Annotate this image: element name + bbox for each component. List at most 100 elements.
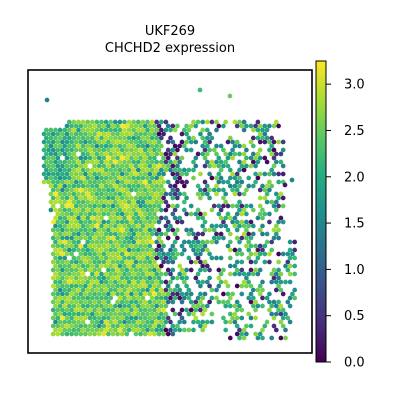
spot bbox=[53, 215, 58, 221]
spot bbox=[140, 247, 146, 253]
spot bbox=[55, 235, 61, 241]
spot bbox=[156, 235, 162, 241]
spot bbox=[142, 243, 148, 249]
spot bbox=[131, 231, 137, 237]
spot bbox=[193, 307, 199, 313]
spot bbox=[76, 127, 81, 133]
spot bbox=[131, 167, 137, 173]
spot bbox=[71, 199, 77, 205]
spot bbox=[133, 187, 139, 193]
spot bbox=[122, 319, 127, 325]
spot bbox=[64, 299, 70, 305]
spot bbox=[85, 303, 91, 309]
spot bbox=[110, 139, 116, 145]
spot bbox=[133, 171, 139, 177]
spot bbox=[152, 139, 157, 145]
spot bbox=[94, 263, 100, 269]
spot bbox=[244, 331, 249, 337]
spot bbox=[112, 263, 118, 269]
spot bbox=[188, 203, 194, 209]
spot bbox=[191, 135, 196, 141]
spot bbox=[193, 299, 199, 305]
spot bbox=[253, 331, 258, 337]
spot bbox=[115, 187, 120, 193]
spot bbox=[117, 247, 123, 253]
spot bbox=[119, 203, 125, 209]
spot bbox=[158, 263, 164, 269]
spot bbox=[152, 291, 157, 297]
spot bbox=[204, 303, 210, 309]
spot bbox=[239, 251, 245, 257]
spot bbox=[152, 219, 157, 225]
spot bbox=[267, 299, 272, 305]
spot bbox=[87, 283, 93, 289]
spot bbox=[41, 155, 47, 161]
spot bbox=[43, 135, 49, 141]
spot bbox=[214, 175, 219, 181]
spot bbox=[209, 239, 215, 245]
spot bbox=[135, 271, 141, 277]
spot bbox=[207, 251, 212, 257]
spot bbox=[248, 235, 254, 241]
spot bbox=[269, 335, 275, 341]
spot bbox=[80, 151, 86, 157]
spot bbox=[154, 143, 160, 149]
spot bbox=[250, 143, 256, 149]
spot bbox=[273, 119, 279, 125]
spot bbox=[186, 127, 192, 133]
spot bbox=[211, 235, 217, 241]
spot bbox=[216, 235, 222, 241]
spot bbox=[122, 159, 127, 165]
spot bbox=[124, 299, 130, 305]
spot bbox=[122, 271, 127, 277]
spot bbox=[96, 147, 102, 153]
spot bbox=[87, 195, 93, 201]
spot bbox=[145, 263, 150, 269]
spot bbox=[64, 251, 70, 257]
spot bbox=[133, 291, 139, 297]
spot bbox=[156, 307, 162, 313]
spot bbox=[191, 311, 196, 317]
spot bbox=[73, 283, 79, 289]
spot bbox=[237, 143, 242, 149]
spot bbox=[276, 195, 281, 201]
spot bbox=[124, 211, 130, 217]
spot bbox=[94, 191, 100, 197]
spot bbox=[133, 315, 139, 321]
spot bbox=[142, 267, 148, 273]
spot bbox=[69, 307, 74, 313]
spot bbox=[126, 327, 132, 333]
spot bbox=[135, 199, 141, 205]
spot bbox=[76, 303, 81, 309]
spot bbox=[156, 227, 162, 233]
spot bbox=[227, 311, 233, 317]
spot bbox=[138, 283, 143, 289]
spot bbox=[117, 159, 123, 165]
spot bbox=[87, 307, 93, 313]
spot bbox=[106, 299, 111, 305]
spot bbox=[83, 283, 88, 289]
spot bbox=[138, 179, 143, 185]
spot bbox=[119, 139, 125, 145]
spot bbox=[80, 207, 86, 213]
spot bbox=[73, 291, 79, 297]
spot bbox=[156, 267, 162, 273]
spot bbox=[181, 319, 187, 325]
spot bbox=[50, 227, 56, 233]
spot bbox=[53, 159, 58, 165]
spot bbox=[214, 127, 219, 133]
spot bbox=[133, 259, 139, 265]
spot bbox=[181, 167, 187, 173]
spot bbox=[184, 171, 189, 177]
spot bbox=[161, 315, 166, 321]
spot bbox=[73, 243, 79, 249]
spot bbox=[145, 159, 150, 165]
spot bbox=[115, 283, 120, 289]
spot bbox=[80, 127, 86, 133]
spot bbox=[248, 323, 254, 329]
spot bbox=[227, 295, 233, 301]
spot bbox=[147, 323, 153, 329]
spot bbox=[195, 319, 201, 325]
spot bbox=[94, 271, 100, 277]
spot bbox=[53, 247, 58, 253]
